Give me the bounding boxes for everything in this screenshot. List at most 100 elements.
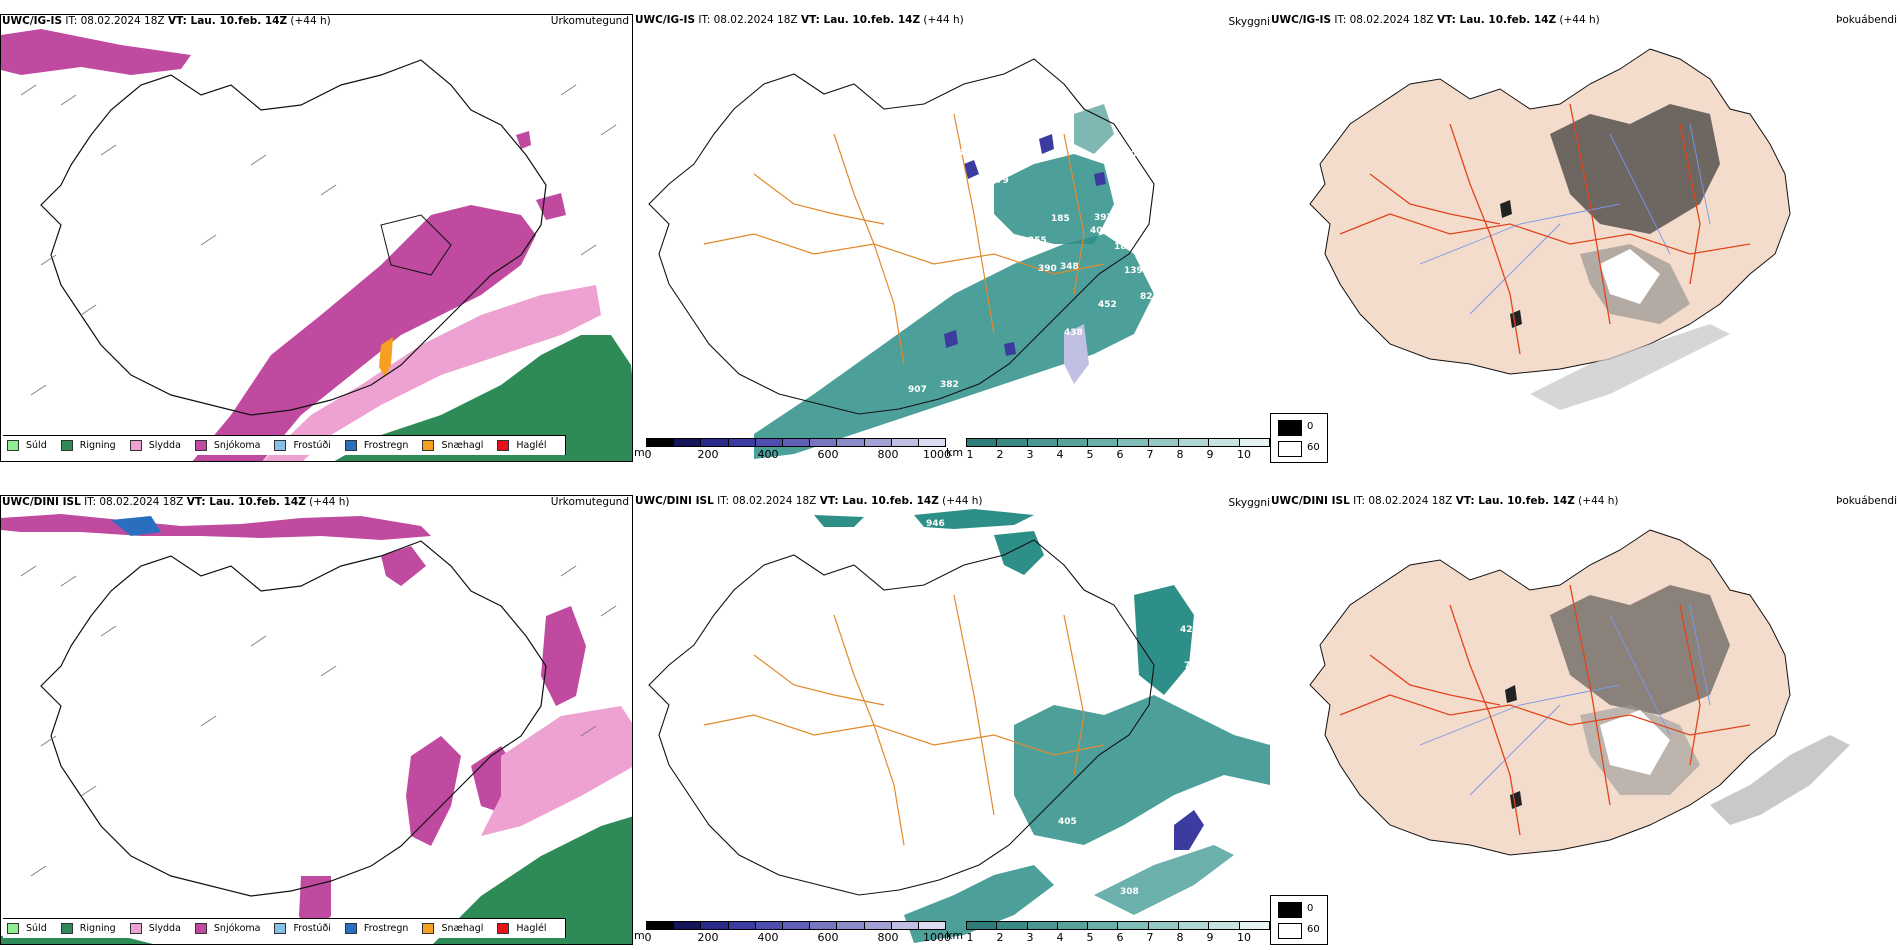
- vis-label: 452: [1098, 300, 1117, 310]
- lead-time: (+44 h): [287, 15, 331, 27]
- land-fill: [1309, 48, 1791, 375]
- rain-area-se: [433, 816, 632, 944]
- legend-swatch: [497, 440, 510, 451]
- vis-label: 179: [990, 176, 1009, 186]
- valid-time: VT: Lau. 10.feb. 14Z: [186, 496, 306, 508]
- legend-item: Súld: [7, 923, 47, 934]
- valid-time: VT: Lau. 10.feb. 14Z: [1436, 14, 1557, 26]
- height-colorbar-cells: [646, 438, 946, 447]
- precip-legend: Súld Rigning Slydda Snjókoma Frostúði Fr…: [3, 918, 566, 938]
- legend-item: Frostúði: [274, 440, 331, 451]
- precip-type-panel-row2: UWC/DINI ISL IT: 08.02.2024 18Z VT: Lau.…: [0, 495, 633, 945]
- panel-title: Skyggni: [1228, 497, 1271, 509]
- legend-swatch: [344, 440, 357, 451]
- vis-label: 308: [1120, 887, 1139, 897]
- model-label: UWC/DINI ISL: [635, 495, 714, 507]
- fog-key-label-0: 0: [1307, 903, 1314, 914]
- visibility-map: [648, 509, 1270, 943]
- precip-map: [1, 29, 632, 461]
- vis-label: 10: [938, 865, 951, 875]
- distance-unit: km: [946, 446, 964, 459]
- fog-dark-sw: [1505, 685, 1522, 809]
- snow-spot-e: [516, 131, 531, 149]
- legend-swatch: [7, 440, 19, 451]
- legend-swatch: [422, 923, 435, 934]
- height-unit: m: [634, 929, 645, 942]
- legend-swatch: [274, 923, 287, 934]
- fog-map: [1309, 48, 1791, 410]
- snow-area-se: [406, 736, 461, 846]
- legend-swatch: [60, 440, 73, 451]
- fog-sea-south: [1530, 324, 1730, 410]
- coastline: [648, 58, 1155, 415]
- distance-colorbar: 1 2 3 4 5 6 7 8 9 10: [966, 921, 1270, 944]
- fog-index-key-row1: 0 60: [1270, 413, 1328, 463]
- lead-time: (+44 h): [938, 495, 983, 507]
- legend-item: Rigning: [60, 923, 116, 934]
- fog-key-swatch-0: [1278, 420, 1302, 436]
- fog-key-swatch-0: [1278, 902, 1302, 918]
- lead-time: (+44 h): [305, 496, 350, 508]
- visibility-map: [648, 58, 1155, 459]
- model-label: UWC/IG-IS: [635, 14, 696, 26]
- fog-key-label-60: 60: [1307, 442, 1320, 453]
- legend-item: Slydda: [129, 440, 181, 451]
- legend-swatch: [422, 440, 435, 451]
- snow-area-main: [192, 205, 536, 461]
- fog-index-panel-row2: UWC/DINI ISL IT: 08.02.2024 18Z VT: Lau.…: [1270, 495, 1900, 891]
- snow-area-ne: [381, 546, 426, 586]
- legend-swatch: [7, 923, 19, 934]
- hail-spot: [379, 337, 393, 377]
- vis-low-ne: [814, 515, 1044, 575]
- vis-label: 438: [1064, 328, 1083, 338]
- lead-time: (+44 h): [1556, 14, 1600, 26]
- distance-colorbar: 1 2 3 4 5 6 7 8 9 10: [966, 438, 1270, 461]
- frost-rain-n: [111, 516, 161, 536]
- legend-item: Snæhagl: [422, 923, 483, 934]
- init-time: IT: 08.02.2024 18Z: [1331, 14, 1437, 26]
- vis-label: 907: [908, 385, 927, 395]
- vis-label: 405: [1090, 226, 1109, 236]
- vis-label: 139: [1124, 266, 1143, 276]
- vis-label: 185: [1051, 214, 1070, 224]
- fog-index-panel-row1: UWC/IG-IS IT: 08.02.2024 18Z VT: Lau. 10…: [1270, 14, 1900, 410]
- glacier-outline: [380, 214, 452, 276]
- vis-label: 348: [1060, 262, 1079, 272]
- vis-mid-ne: [1074, 104, 1114, 154]
- road-network: [703, 113, 1105, 365]
- snow-area-nw: [1, 29, 191, 75]
- fog-key-swatch-60: [1278, 441, 1302, 457]
- precip-type-panel-row1: UWC/IG-IS IT: 08.02.2024 18Z VT: Lau. 10…: [0, 14, 633, 462]
- legend-swatch: [129, 440, 142, 451]
- vis-label: 964: [674, 44, 693, 54]
- visibility-panel-row1: UWC/IG-IS IT: 08.02.2024 18Z VT: Lau. 10…: [634, 14, 1270, 462]
- precip-map: [1, 514, 632, 944]
- legend-swatch: [129, 923, 142, 934]
- legend-item: Frostregn: [344, 440, 408, 451]
- model-label: UWC/DINI ISL: [1271, 495, 1350, 507]
- fog-sea-east: [1710, 735, 1850, 825]
- valid-time: VT: Lau. 10.feb. 14Z: [819, 495, 939, 507]
- height-unit: m: [634, 446, 645, 459]
- fog-key-label-0: 0: [1307, 421, 1314, 432]
- rain-area: [334, 335, 632, 461]
- init-time: IT: 08.02.2024 18Z: [62, 15, 168, 27]
- legend-item: Haglél: [497, 440, 547, 451]
- panel-header: UWC/DINI ISL IT: 08.02.2024 18Z VT: Lau.…: [1271, 495, 1619, 507]
- height-colorbar: 0 200 400 600 800 1000: [645, 921, 951, 944]
- legend-item: Frostregn: [344, 923, 408, 934]
- model-label: UWC/DINI ISL: [2, 496, 81, 508]
- vis-low-area-s: [754, 234, 1154, 459]
- legend-item: Haglél: [497, 923, 547, 934]
- panel-header: UWC/IG-IS IT: 08.02.2024 18Z VT: Lau. 10…: [2, 15, 331, 27]
- vis-label: 237: [950, 250, 969, 260]
- rivers: [1419, 123, 1711, 315]
- precip-legend: Súld Rigning Slydda Snjókoma Frostúði Fr…: [3, 435, 566, 455]
- legend-item: Slydda: [129, 923, 181, 934]
- vis-label: 183: [1114, 242, 1133, 252]
- vis-label: 446: [1066, 392, 1085, 402]
- init-time: IT: 08.02.2024 18Z: [1349, 495, 1456, 507]
- vis-label: 827: [1140, 292, 1159, 302]
- rivers: [1419, 604, 1711, 796]
- vis-label: 216: [1112, 184, 1131, 194]
